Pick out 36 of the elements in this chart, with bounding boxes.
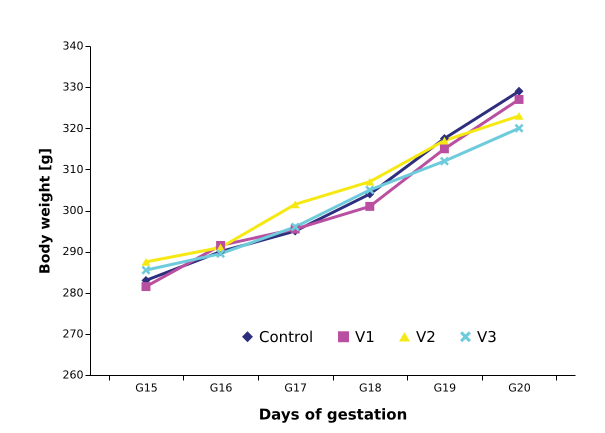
point bbox=[440, 136, 449, 144]
point bbox=[365, 185, 374, 194]
x-tick-label: G17 bbox=[284, 382, 307, 394]
y-tick-label: 260 bbox=[62, 368, 84, 382]
y-tick-label: 340 bbox=[62, 40, 84, 52]
y-tick-label: 310 bbox=[62, 162, 84, 176]
point bbox=[365, 178, 374, 186]
x-axis-title: Days of gestation bbox=[258, 406, 408, 424]
y-axis-title: Body weight [g] bbox=[38, 148, 54, 274]
point bbox=[141, 266, 150, 275]
x-tick-label: G20 bbox=[508, 382, 531, 394]
x-tick-label: G19 bbox=[434, 382, 456, 394]
legend-label: V2 bbox=[416, 328, 436, 346]
y-tick-label: 300 bbox=[62, 204, 84, 217]
point bbox=[141, 258, 150, 266]
y-tick-label: 280 bbox=[62, 286, 84, 300]
legend-label: V1 bbox=[355, 328, 375, 346]
y-tick-label: 330 bbox=[62, 80, 84, 94]
point bbox=[514, 86, 524, 96]
y-tick-label: 290 bbox=[62, 245, 84, 258]
x-tick-label: G16 bbox=[210, 382, 232, 394]
x-tick-label: G18 bbox=[359, 382, 382, 394]
y-tick-label: 270 bbox=[62, 327, 84, 340]
point bbox=[290, 222, 300, 232]
point bbox=[514, 94, 524, 104]
legend-label: V3 bbox=[477, 328, 497, 346]
point bbox=[514, 124, 524, 133]
point bbox=[141, 282, 150, 292]
y-tick-label: 320 bbox=[62, 122, 84, 135]
point bbox=[290, 200, 300, 208]
point bbox=[514, 112, 524, 120]
point bbox=[365, 202, 374, 211]
point bbox=[440, 156, 449, 166]
point bbox=[440, 144, 449, 154]
x-tick-label: G15 bbox=[135, 382, 158, 394]
legend-label: Control bbox=[259, 328, 314, 346]
